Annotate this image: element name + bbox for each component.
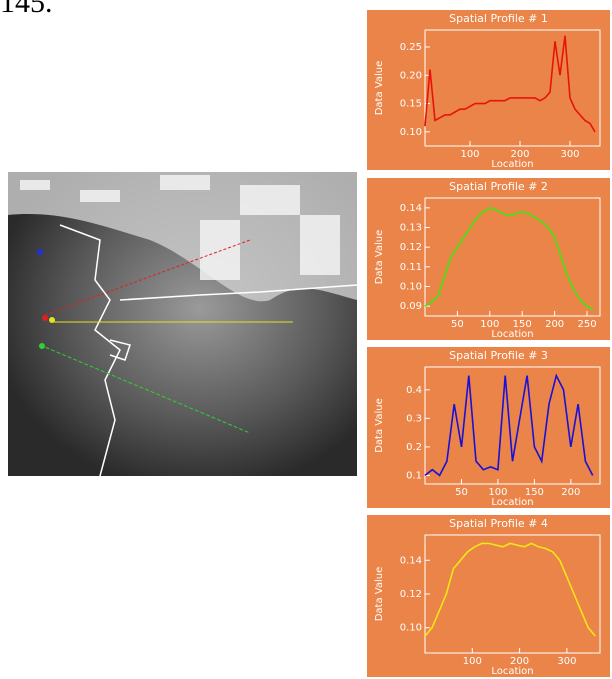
x-tick-label: 250 <box>577 319 596 330</box>
x-tick-label: 200 <box>545 319 564 330</box>
y-tick-label: 0.15 <box>400 99 422 110</box>
x-axis-label: Location <box>491 497 533 508</box>
chart-title: Spatial Profile # 2 <box>449 180 548 193</box>
y-tick-label: 0.14 <box>400 203 422 214</box>
y-axis-label: Data Value <box>374 398 385 453</box>
profile-chart: Spatial Profile # 3 Data Value Location 0.1… <box>367 347 610 508</box>
y-tick-label: 0.14 <box>400 555 422 566</box>
x-tick-label: 100 <box>460 149 479 160</box>
x-tick-label: 50 <box>451 319 464 330</box>
x-tick-label: 100 <box>480 319 499 330</box>
x-axis-label: Location <box>491 329 533 340</box>
x-tick-label: 100 <box>463 656 482 667</box>
y-axis-label: Data Value <box>374 567 385 622</box>
profile-chart: Spatial Profile # 4 Data Value Location 0.1… <box>367 515 610 677</box>
y-tick-label: 0.10 <box>400 282 422 293</box>
x-tick-label: 150 <box>513 319 532 330</box>
profile-chart: Spatial Profile # 2 Data Value Location 0.0… <box>367 178 610 340</box>
y-axis-label: Data Value <box>374 230 385 285</box>
y-tick-label: 0.10 <box>400 127 422 138</box>
figure: Spatial Profile # 1 Data Value Location 0.1… <box>0 0 612 679</box>
chart-title: Spatial Profile # 1 <box>449 12 548 25</box>
y-tick-label: 0.2 <box>406 442 422 453</box>
y-tick-label: 0.13 <box>400 223 422 234</box>
profile-chart: Spatial Profile # 1 Data Value Location 0.1… <box>367 10 610 170</box>
y-tick-label: 0.3 <box>406 413 422 424</box>
y-axis-label: Data Value <box>374 61 385 116</box>
chart-title: Spatial Profile # 4 <box>449 517 548 530</box>
y-tick-label: 0.1 <box>406 470 422 481</box>
x-tick-label: 100 <box>488 487 507 498</box>
y-tick-label: 0.20 <box>400 70 422 81</box>
y-tick-label: 0.12 <box>400 242 422 253</box>
x-tick-label: 200 <box>561 487 580 498</box>
x-tick-label: 50 <box>455 487 468 498</box>
x-tick-label: 300 <box>560 149 579 160</box>
x-axis-label: Location <box>491 159 533 170</box>
y-tick-label: 0.4 <box>406 385 422 396</box>
x-tick-label: 200 <box>510 656 529 667</box>
y-tick-label: 0.25 <box>400 42 422 53</box>
y-tick-label: 0.09 <box>400 301 422 312</box>
chart-title: Spatial Profile # 3 <box>449 349 548 362</box>
x-tick-label: 150 <box>525 487 544 498</box>
x-axis-label: Location <box>491 666 533 677</box>
x-tick-label: 300 <box>557 656 576 667</box>
satellite-image <box>8 172 357 476</box>
y-tick-label: 0.12 <box>400 589 422 600</box>
page: 145. Spatial Profile # 1Data ValueLocati… <box>0 0 612 679</box>
y-tick-label: 0.11 <box>400 262 422 273</box>
x-tick-label: 200 <box>510 149 529 160</box>
y-tick-label: 0.10 <box>400 623 422 634</box>
